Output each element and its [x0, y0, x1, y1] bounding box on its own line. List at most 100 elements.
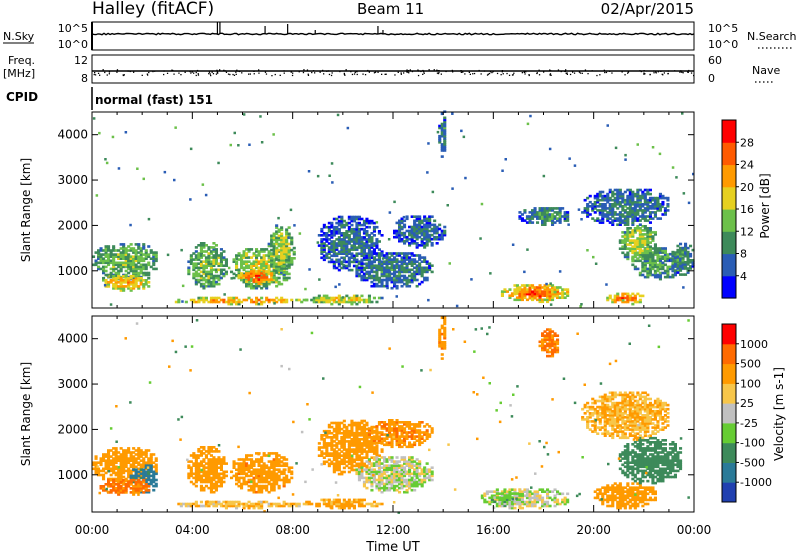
- nave-point: [313, 70, 314, 71]
- nave-point: [352, 74, 353, 75]
- nave-point: [445, 71, 446, 72]
- nave-point: [596, 75, 597, 76]
- nave-tick-top: 60: [708, 54, 722, 67]
- heatmap-speckle: [328, 175, 331, 178]
- nave-point: [681, 72, 682, 73]
- nave-point: [567, 74, 568, 75]
- heatmap-speckle: [559, 270, 562, 273]
- nave-point: [418, 75, 419, 76]
- nave-point: [354, 73, 355, 74]
- heatmap-speckle: [164, 171, 167, 174]
- heatmap-cell: [589, 195, 592, 198]
- heatmap-speckle: [228, 267, 231, 270]
- heatmap-cell: [443, 117, 446, 120]
- nave-point: [558, 69, 559, 70]
- heatmap-speckle: [403, 216, 406, 219]
- nave-point: [438, 72, 439, 73]
- heatmap-cell: [443, 226, 446, 229]
- nave-point: [537, 72, 538, 73]
- heatmap-speckle: [376, 221, 379, 224]
- freq-traces: [92, 69, 694, 76]
- heatmap-speckle: [167, 254, 170, 257]
- heatmap-cell: [373, 222, 376, 225]
- heatmap-cell: [127, 447, 130, 450]
- nave-point: [644, 70, 645, 71]
- heatmap-speckle: [543, 175, 546, 178]
- heatmap-speckle: [463, 136, 466, 139]
- heatmap-speckle: [672, 166, 675, 169]
- nave-point: [688, 72, 689, 73]
- nave-point: [574, 73, 575, 74]
- nave-point: [190, 72, 191, 73]
- noise-strip-frame: [92, 22, 694, 50]
- heatmap-speckle: [318, 278, 321, 281]
- nave-point: [163, 70, 164, 71]
- colorbar-tick-label: 24: [740, 159, 754, 172]
- heatmap-speckle: [481, 203, 484, 206]
- nave-point: [502, 71, 503, 72]
- heatmap-speckle: [148, 218, 151, 221]
- nave-point: [579, 72, 580, 73]
- heatmap-speckle: [427, 299, 430, 302]
- nave-point: [664, 72, 665, 73]
- nave-point: [320, 72, 321, 73]
- heatmap-cell: [112, 245, 115, 248]
- nave-point: [513, 74, 514, 75]
- heatmap-speckle: [386, 287, 389, 290]
- heatmap-speckle: [489, 272, 492, 275]
- nave-point: [420, 71, 421, 72]
- heatmap-speckle: [670, 259, 673, 262]
- heatmap-cell: [288, 233, 291, 236]
- heatmap-cell: [350, 224, 353, 227]
- heatmap-speckle: [347, 127, 350, 130]
- heatmap-speckle: [337, 114, 340, 117]
- heatmap-cell: [350, 269, 353, 272]
- nave-point: [403, 72, 404, 73]
- heatmap-speckle: [432, 191, 435, 194]
- colorbar-tick-label: 4: [740, 270, 747, 283]
- heatmap-speckle: [93, 117, 96, 120]
- nave-point: [235, 72, 236, 73]
- nave-point: [460, 70, 461, 71]
- y-tick-label: 4000: [57, 128, 88, 142]
- heatmap-speckle: [338, 283, 341, 286]
- heatmap-cell: [378, 240, 381, 243]
- heatmap-speckle: [622, 299, 625, 302]
- heatmap-speckle: [243, 113, 246, 116]
- freq-unit-label: [MHz]: [3, 67, 35, 80]
- heatmap-cell: [142, 243, 145, 246]
- nave-point: [196, 75, 197, 76]
- nave-point: [565, 71, 566, 72]
- heatmap-cell: [225, 475, 228, 478]
- heatmap-cell: [195, 501, 198, 504]
- nave-point: [212, 72, 213, 73]
- heatmap-cell: [152, 489, 155, 492]
- heatmap-speckle: [290, 209, 293, 212]
- heatmap-cell: [649, 227, 652, 230]
- nave-point: [667, 73, 668, 74]
- nave-point: [171, 70, 172, 71]
- heatmap-speckle: [681, 112, 684, 115]
- heatmap-speckle: [180, 249, 183, 252]
- heatmap-speckle: [342, 296, 345, 299]
- colorbar-tick-label: 16: [740, 203, 754, 216]
- nave-point: [679, 72, 680, 73]
- heatmap-cell: [142, 479, 145, 482]
- heatmap-cell: [601, 191, 604, 194]
- nave-point: [606, 72, 607, 73]
- heatmap-speckle: [237, 144, 240, 147]
- heatmap-speckle: [106, 162, 109, 165]
- heatmap-speckle: [451, 187, 454, 190]
- nave-point: [464, 73, 465, 74]
- nave-point: [653, 70, 654, 71]
- heatmap-speckle: [447, 204, 450, 207]
- heatmap-cell: [200, 501, 203, 504]
- heatmap-cell: [661, 201, 664, 204]
- heatmap-cell: [619, 189, 622, 192]
- heatmap-cell: [636, 268, 639, 271]
- heatmap-cell: [373, 234, 376, 237]
- colorbar-swatch: [722, 165, 736, 188]
- nave-point: [104, 72, 105, 73]
- nave-point: [326, 71, 327, 72]
